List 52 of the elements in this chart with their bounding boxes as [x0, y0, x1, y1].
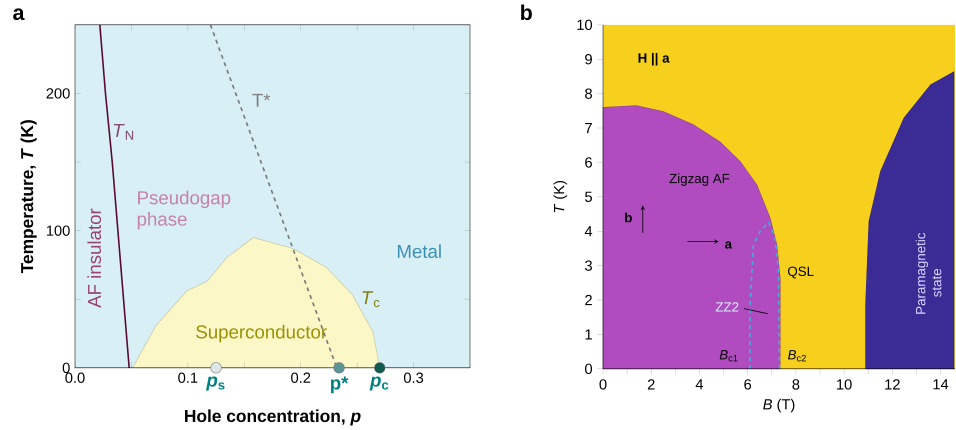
x-tick-label: 12 [885, 379, 900, 390]
annotation: b [625, 212, 632, 222]
series-label: T* [252, 94, 270, 107]
y-tick-label: 1 [586, 329, 592, 340]
text: b [521, 4, 532, 20]
x-tick-label: 0.0 [65, 372, 85, 383]
text: a [13, 8, 25, 20]
y-tick-label: 4 [584, 226, 592, 236]
series-label: Paramagnetic state [916, 232, 942, 314]
line-series [749, 221, 780, 370]
series-label: p* [330, 376, 348, 394]
x-tick-label: 0.3 [404, 372, 424, 383]
x-tick-label: 2 [648, 379, 655, 390]
x-tick-label: 10 [837, 379, 852, 390]
x-tick-label: 0.1 [178, 372, 198, 383]
annotation: Pseudogap phase [138, 190, 230, 230]
series-label: T$_{c}$ [362, 291, 380, 308]
annotation: a [725, 241, 732, 249]
y-tick-label: 10 [577, 20, 592, 30]
y-tick-label: 8 [585, 88, 592, 99]
y-tick-label: 9 [585, 54, 592, 64]
x-axis-title: B (T) [763, 398, 794, 412]
x-tick-label: 8 [792, 379, 800, 390]
annotation: H || a [638, 52, 670, 66]
y-tick-label: 7 [585, 122, 592, 134]
y-tick-label: 2 [585, 294, 592, 306]
y-tick-label: 3 [585, 260, 592, 271]
y-tick-label: 5 [585, 192, 592, 202]
y-tick-label: 6 [585, 157, 592, 168]
series-label: p$_{s}$ [206, 376, 225, 390]
x-tick-label: 0 [599, 379, 606, 390]
y-tick-label: 100 [46, 225, 70, 236]
series-label: T$_{N}$ [114, 124, 134, 140]
series-label: ZZ2 [716, 302, 738, 312]
annotation: Superconductor [196, 324, 327, 342]
y-axis-title: Temperature, T (K) [20, 120, 37, 274]
x-tick-label: 14 [933, 379, 948, 390]
annotation: B$_{c2}$ [788, 350, 806, 362]
x-tick-label: 4 [696, 379, 704, 390]
annotation: AF insulator [87, 208, 102, 308]
y-tick-label: 0 [585, 364, 592, 374]
y-axis-title: T (K) [553, 181, 568, 212]
annotation: QSL [788, 266, 814, 278]
x-tick-label: 0.2 [291, 372, 310, 383]
annotation: B$_{c1}$ [720, 350, 738, 362]
x-tick-label: 6 [744, 379, 752, 390]
series-label: Zigzag AF [669, 173, 730, 186]
annotation: Metal [398, 244, 441, 258]
y-tick-label: 200 [46, 88, 70, 99]
y-tick-label: 0 [62, 362, 70, 374]
x-axis-title: Hole concentration, p [185, 409, 361, 426]
series-label: p$_{c}$ [370, 376, 388, 390]
